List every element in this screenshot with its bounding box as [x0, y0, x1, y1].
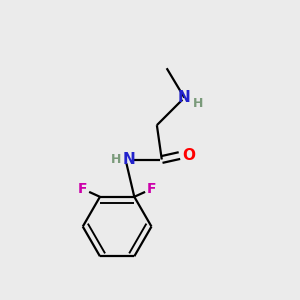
Text: N: N — [123, 152, 136, 167]
Text: H: H — [110, 153, 121, 166]
Text: O: O — [182, 148, 195, 163]
Text: F: F — [147, 182, 157, 196]
Text: F: F — [77, 182, 87, 196]
Text: N: N — [178, 90, 191, 105]
Text: H: H — [193, 97, 203, 110]
